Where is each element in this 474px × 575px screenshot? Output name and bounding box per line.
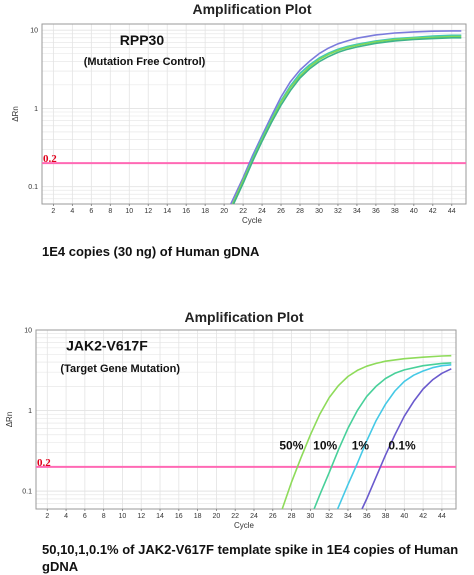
bottom-series-group (281, 354, 452, 509)
bottom-x-tick-label: 22 (231, 513, 239, 520)
bottom-x-tick-label: 20 (213, 513, 221, 520)
bottom-x-tick-label: 34 (344, 513, 352, 520)
top-y-tick-label: 0.1 (28, 184, 38, 191)
bottom-x-tick-label: 6 (83, 513, 87, 520)
bottom-series-line-3 (336, 364, 452, 509)
bottom-annotation-3: 50% (279, 438, 303, 452)
bottom-annotation-4: 10% (313, 438, 337, 452)
top-threshold-label: 0.2 (43, 153, 57, 165)
bottom-x-tick-label: 30 (306, 513, 314, 520)
caption-bottom: 50,10,1,0.1% of JAK2-V617F template spik… (42, 542, 459, 574)
bottom-y-tick-label: 0.1 (22, 489, 32, 496)
top-x-tick-label: 34 (353, 208, 361, 215)
top-x-tick-label: 42 (429, 208, 437, 215)
top-x-axis-label: Cycle (242, 216, 263, 225)
top-x-tick-label: 24 (258, 208, 266, 215)
bottom-x-tick-label: 18 (194, 513, 202, 520)
top-x-tick-label: 16 (182, 208, 190, 215)
bottom-series-line-1 (281, 354, 452, 509)
top-x-tick-label: 12 (144, 208, 152, 215)
top-x-tick-label: 2 (51, 208, 55, 215)
top-y-axis-label: ΔRn (11, 106, 20, 122)
top-x-tick-label: 22 (239, 208, 247, 215)
bottom-x-tick-label: 42 (419, 513, 427, 520)
bottom-x-tick-label: 2 (45, 513, 49, 520)
bottom-x-axis-label: Cycle (234, 521, 255, 530)
bottom-chart-title: Amplification Plot (185, 309, 304, 325)
bottom-annotation-5: 1% (352, 438, 370, 452)
top-x-tick-label: 44 (448, 208, 456, 215)
top-x-tick-label: 40 (410, 208, 418, 215)
bottom-x-tick-label: 16 (175, 513, 183, 520)
bottom-x-tick-label: 14 (156, 513, 164, 520)
bottom-y-tick-label: 10 (24, 328, 32, 335)
caption-top: 1E4 copies (30 ng) of Human gDNA (42, 244, 260, 259)
top-x-tick-label: 38 (391, 208, 399, 215)
bottom-x-tick-label: 32 (325, 513, 333, 520)
top-x-tick-label: 20 (220, 208, 228, 215)
bottom-x-tick-label: 26 (269, 513, 277, 520)
top-plot-frame (41, 23, 467, 205)
bottom-annotation-2: (Target Gene Mutation) (60, 363, 180, 375)
bottom-x-tick-label: 28 (288, 513, 296, 520)
top-x-tick-label: 26 (277, 208, 285, 215)
top-x-tick-label: 14 (163, 208, 171, 215)
bottom-series-line-4 (361, 368, 452, 509)
bottom-annotation-6: 0.1% (388, 438, 416, 452)
top-series-line-3 (231, 35, 462, 204)
top-x-tick-label: 4 (70, 208, 74, 215)
bottom-x-tick-label: 8 (102, 513, 106, 520)
top-x-tick-label: 28 (296, 208, 304, 215)
top-chart-title: Amplification Plot (193, 1, 312, 17)
top-x-tick-label: 32 (334, 208, 342, 215)
bottom-plot-frame (35, 329, 457, 510)
bottom-x-tick-label: 10 (119, 513, 127, 520)
bottom-series-line-2 (313, 362, 452, 509)
top-series-line-2 (231, 34, 462, 204)
bottom-x-tick-label: 24 (250, 513, 258, 520)
top-annotation-1: RPP30 (120, 32, 165, 48)
bottom-y-tick-label: 1 (28, 408, 32, 415)
top-x-tick-label: 18 (201, 208, 209, 215)
bottom-y-axis-label: ΔRn (5, 412, 14, 428)
bottom-x-tick-label: 38 (382, 513, 390, 520)
top-y-tick-label: 1 (34, 106, 38, 113)
top-annotation-2: (Mutation Free Control) (84, 56, 206, 68)
bottom-x-tick-label: 4 (64, 513, 68, 520)
top-x-tick-label: 10 (125, 208, 133, 215)
top-series-line-4 (232, 36, 462, 204)
bottom-threshold-label: 0.2 (37, 457, 51, 469)
bottom-x-tick-label: 40 (400, 513, 408, 520)
bottom-x-tick-label: 44 (438, 513, 446, 520)
top-x-tick-label: 8 (108, 208, 112, 215)
bottom-x-tick-label: 36 (363, 513, 371, 520)
top-x-tick-label: 30 (315, 208, 323, 215)
top-series-line-1 (230, 30, 462, 204)
top-x-tick-label: 36 (372, 208, 380, 215)
bottom-x-tick-label: 12 (137, 513, 145, 520)
top-x-tick-label: 6 (89, 208, 93, 215)
top-series-group (230, 30, 462, 204)
bottom-annotation-1: JAK2-V617F (66, 337, 148, 353)
top-y-tick-label: 10 (30, 28, 38, 35)
